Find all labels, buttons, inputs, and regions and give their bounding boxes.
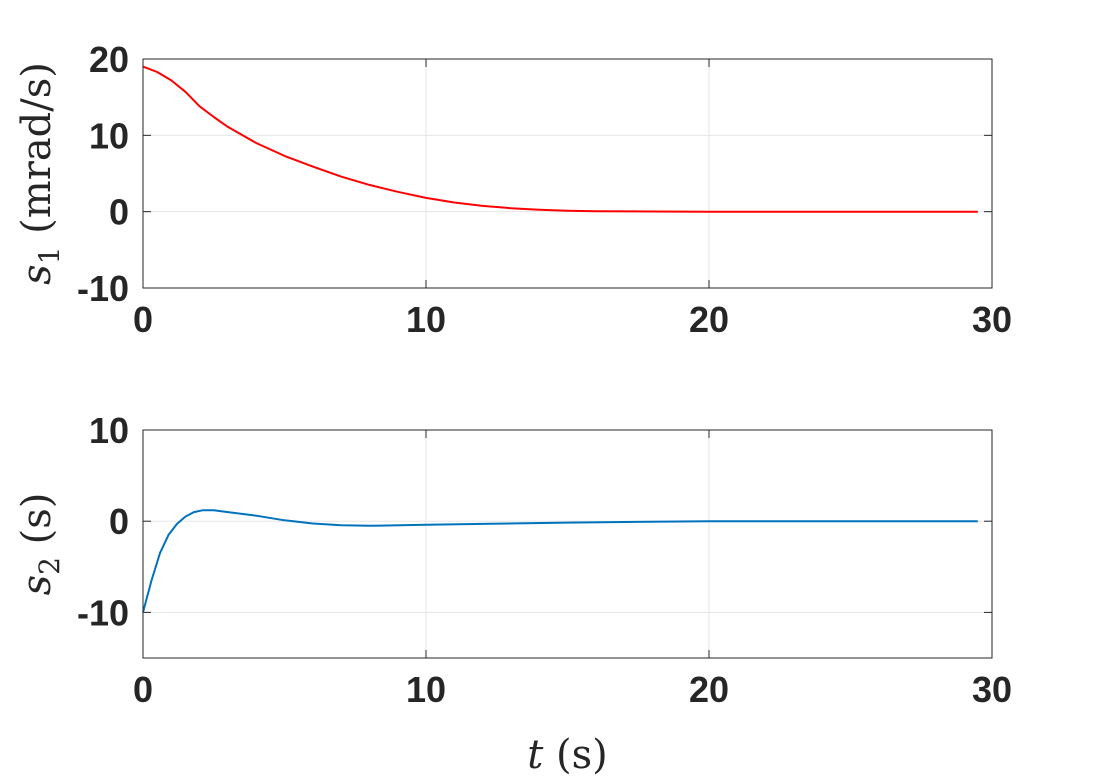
axes-frame (142, 58, 993, 289)
y-tick-label: 10 (89, 115, 129, 156)
plot-area (143, 59, 992, 288)
y-axis-label-unit: (s) (14, 493, 60, 557)
x-tick-label: 10 (406, 299, 446, 340)
plot-area (143, 430, 992, 658)
axes-frame (142, 429, 993, 659)
y-axis-label: s2 (s) (14, 493, 66, 596)
y-axis-label-symbol: s (14, 575, 60, 596)
x-tick-label: 20 (689, 669, 729, 710)
series-line (142, 509, 978, 613)
y-tick-label: 0 (109, 501, 129, 542)
x-tick-label: 0 (133, 299, 153, 340)
y-tick-label: -10 (77, 592, 129, 633)
y-axis-label-symbol: s (14, 264, 60, 285)
x-axis-label-symbol: t (527, 732, 544, 778)
x-axis-label-unit: (s) (543, 732, 607, 778)
x-tick-label: 10 (406, 669, 446, 710)
y-axis-label-subscript: 1 (33, 247, 66, 265)
y-axis-label: s1 (mrad/s) (14, 62, 66, 285)
x-tick-label: 30 (972, 299, 1012, 340)
series-line (142, 65, 978, 213)
x-tick-label: 20 (689, 299, 729, 340)
y-tick-label: 0 (109, 192, 129, 233)
y-axis-label-subscript: 2 (33, 557, 66, 575)
x-axis-label: t (s) (527, 732, 608, 778)
x-tick-label: 0 (133, 669, 153, 710)
x-tick-label: 30 (972, 669, 1012, 710)
y-tick-label: 10 (89, 410, 129, 451)
y-axis-label-unit: (mrad/s) (14, 62, 60, 246)
y-tick-label: 20 (89, 39, 129, 80)
y-tick-label: -10 (77, 268, 129, 309)
